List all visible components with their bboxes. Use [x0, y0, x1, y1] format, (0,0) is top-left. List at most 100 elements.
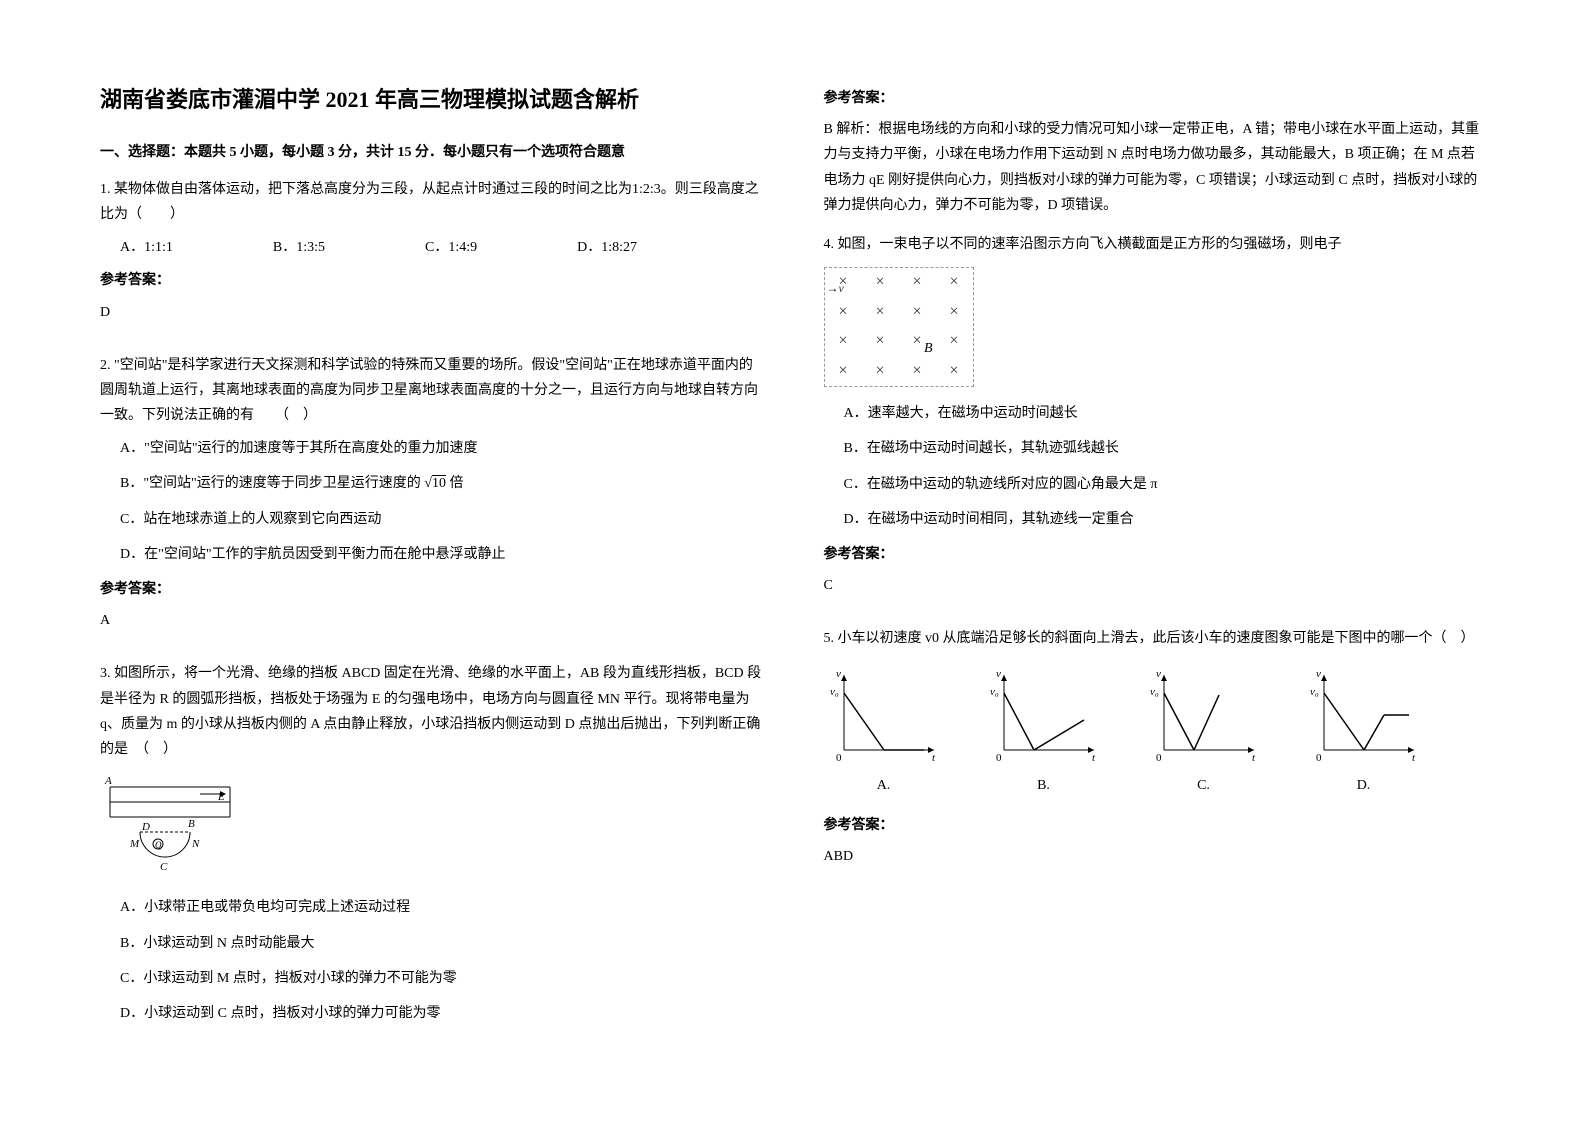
- q2-answer: A: [100, 608, 764, 633]
- cross-icon: ×: [875, 357, 884, 386]
- q4-text: 4. 如图，一束电子以不同的速率沿图示方向飞入横截面是正方形的匀强磁场，则电子: [824, 232, 1488, 257]
- label-b: B: [188, 818, 195, 830]
- label-m: M: [129, 838, 140, 850]
- cross-icon: ×: [912, 298, 921, 327]
- q2-opt-b-sqrt: 10: [432, 476, 446, 491]
- q3-opt-c: C．小球运动到 M 点时，挡板对小球的弹力不可能为零: [120, 966, 764, 991]
- cross-icon: ×: [875, 268, 884, 297]
- label-n: N: [191, 838, 200, 850]
- q3-answer: B 解析：根据电场线的方向和小球的受力情况可知小球一定带正电，A 错；带电小球在…: [824, 117, 1488, 218]
- label-q: Q: [155, 840, 162, 850]
- q1-answer-label: 参考答案：: [100, 268, 764, 293]
- graph-d: v v₀ 0 t D.: [1304, 665, 1424, 798]
- graph-d-svg: v v₀ 0 t: [1304, 665, 1424, 765]
- v0-label: v₀: [1150, 686, 1159, 698]
- q4-answer: C: [824, 573, 1488, 598]
- q2-opt-d: D．在"空间站"工作的宇航员因受到平衡力而在舱中悬浮或静止: [120, 542, 764, 567]
- graph-b-svg: v v₀ 0 t: [984, 665, 1104, 765]
- cross-icon: ×: [949, 357, 958, 386]
- v-axis-label: v: [1316, 668, 1321, 680]
- q1-text: 1. 某物体做自由落体运动，把下落总高度分为三段，从起点计时通过三段的时间之比为…: [100, 177, 764, 227]
- q5-text: 5. 小车以初速度 v0 从底端沿足够长的斜面向上滑去，此后该小车的速度图象可能…: [824, 626, 1488, 651]
- graph-a: v v₀ 0 t A.: [824, 665, 944, 798]
- q3-options: A．小球带正电或带负电均可完成上述运动过程 B．小球运动到 N 点时动能最大 C…: [120, 895, 764, 1026]
- right-column: 参考答案： B 解析：根据电场线的方向和小球的受力情况可知小球一定带正电，A 错…: [824, 80, 1488, 1042]
- cross-icon: ×: [912, 268, 921, 297]
- graph-d-label: D.: [1357, 773, 1371, 798]
- q1-opt-b: B．1:3:5: [273, 235, 325, 260]
- q1-opt-d: D．1:8:27: [577, 235, 637, 260]
- v0-label: v₀: [990, 686, 999, 698]
- q3-answer-label: 参考答案：: [824, 86, 1488, 111]
- cross-icon: ×: [912, 327, 921, 356]
- q2-opt-c: C．站在地球赤道上的人观察到它向西运动: [120, 507, 764, 532]
- q3-diagram: A E D B M N C Q: [100, 772, 764, 881]
- cross-icon: ×: [949, 298, 958, 327]
- left-column: 湖南省娄底市灌湄中学 2021 年高三物理模拟试题含解析 一、选择题：本题共 5…: [100, 80, 764, 1042]
- q2-answer-label: 参考答案：: [100, 577, 764, 602]
- zero-label: 0: [996, 752, 1002, 764]
- cross-icon: ×: [949, 327, 958, 356]
- question-2: 2. "空间站"是科学家进行天文探测和科学试验的特殊而又重要的场所。假设"空间站…: [100, 353, 764, 648]
- t-axis-label: t: [1412, 752, 1416, 764]
- v0-label: v₀: [830, 686, 839, 698]
- v-label: v: [839, 281, 844, 295]
- graph-c: v v₀ 0 t C.: [1144, 665, 1264, 798]
- question-1: 1. 某物体做自由落体运动，把下落总高度分为三段，从起点计时通过三段的时间之比为…: [100, 177, 764, 339]
- q4-opt-a: A．速率越大，在磁场中运动时间越长: [844, 401, 1488, 426]
- velocity-arrow: →v: [827, 278, 844, 300]
- graph-b-label: B.: [1037, 773, 1050, 798]
- q2-opt-b-suffix: 倍: [446, 476, 464, 491]
- t-axis-label: t: [1092, 752, 1096, 764]
- question-3: 3. 如图所示，将一个光滑、绝缘的挡板 ABCD 固定在光滑、绝缘的水平面上，A…: [100, 661, 764, 1036]
- v-axis-label: v: [836, 668, 841, 680]
- cross-icon: ×: [875, 327, 884, 356]
- label-d: D: [141, 821, 150, 833]
- q3-text: 3. 如图所示，将一个光滑、绝缘的挡板 ABCD 固定在光滑、绝缘的水平面上，A…: [100, 661, 764, 762]
- v-axis-label: v: [1156, 668, 1161, 680]
- cross-icon: ×: [912, 357, 921, 386]
- q1-opt-c: C．1:4:9: [425, 235, 477, 260]
- question-5: 5. 小车以初速度 v0 从底端沿足够长的斜面向上滑去，此后该小车的速度图象可能…: [824, 626, 1488, 883]
- q1-opt-a: A．1:1:1: [120, 235, 173, 260]
- q1-answer: D: [100, 300, 764, 325]
- q2-opt-b-prefix: B．"空间站"运行的速度等于同步卫星运行速度的 √: [120, 476, 432, 491]
- abcd-diagram-svg: A E D B M N C Q: [100, 772, 240, 872]
- cross-icon: ×: [875, 298, 884, 327]
- label-c: C: [160, 861, 168, 872]
- t-axis-label: t: [1252, 752, 1256, 764]
- graph-b: v v₀ 0 t B.: [984, 665, 1104, 798]
- q4-diagram: ×××× ×××× ×××× ×××× →v B: [824, 267, 1488, 387]
- label-a: A: [104, 775, 112, 787]
- q5-answer: ABD: [824, 844, 1488, 869]
- q5-answer-label: 参考答案：: [824, 813, 1488, 838]
- cross-icon: ×: [838, 327, 847, 356]
- label-e: E: [217, 791, 225, 803]
- q5-graphs: v v₀ 0 t A. v v₀ 0 t: [824, 665, 1488, 798]
- q2-opt-b: B．"空间站"运行的速度等于同步卫星运行速度的 √10 倍: [120, 471, 764, 496]
- zero-label: 0: [836, 752, 842, 764]
- t-axis-label: t: [932, 752, 936, 764]
- zero-label: 0: [1156, 752, 1162, 764]
- q2-options: A．"空间站"运行的加速度等于其所在高度处的重力加速度 B．"空间站"运行的速度…: [120, 436, 764, 567]
- v-axis-label: v: [996, 668, 1001, 680]
- q4-opt-d: D．在磁场中运动时间相同，其轨迹线一定重合: [844, 507, 1488, 532]
- q3-opt-b: B．小球运动到 N 点时动能最大: [120, 931, 764, 956]
- q2-text: 2. "空间站"是科学家进行天文探测和科学试验的特殊而又重要的场所。假设"空间站…: [100, 353, 764, 429]
- v0-label: v₀: [1310, 686, 1319, 698]
- graph-c-svg: v v₀ 0 t: [1144, 665, 1264, 765]
- q3-opt-a: A．小球带正电或带负电均可完成上述运动过程: [120, 895, 764, 920]
- b-label: B: [924, 336, 933, 361]
- q3-opt-d: D．小球运动到 C 点时，挡板对小球的弹力可能为零: [120, 1001, 764, 1026]
- magnetic-field-box: ×××× ×××× ×××× ×××× →v B: [824, 267, 974, 387]
- q4-answer-label: 参考答案：: [824, 542, 1488, 567]
- question-4: 4. 如图，一束电子以不同的速率沿图示方向飞入横截面是正方形的匀强磁场，则电子 …: [824, 232, 1488, 612]
- graph-a-label: A.: [877, 773, 891, 798]
- cross-icon: ×: [838, 298, 847, 327]
- graph-a-svg: v v₀ 0 t: [824, 665, 944, 765]
- section-1-header: 一、选择题：本题共 5 小题，每小题 3 分，共计 15 分．每小题只有一个选项…: [100, 140, 764, 165]
- q2-opt-a: A．"空间站"运行的加速度等于其所在高度处的重力加速度: [120, 436, 764, 461]
- cross-icon: ×: [838, 357, 847, 386]
- q4-options: A．速率越大，在磁场中运动时间越长 B．在磁场中运动时间越长，其轨迹弧线越长 C…: [844, 401, 1488, 532]
- cross-icon: ×: [949, 268, 958, 297]
